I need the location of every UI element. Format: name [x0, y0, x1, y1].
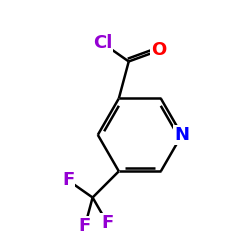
- Text: Cl: Cl: [93, 34, 112, 52]
- Text: F: F: [101, 214, 114, 232]
- Text: O: O: [151, 42, 166, 60]
- Text: F: F: [62, 172, 74, 190]
- Text: F: F: [79, 217, 91, 235]
- Text: N: N: [174, 126, 189, 144]
